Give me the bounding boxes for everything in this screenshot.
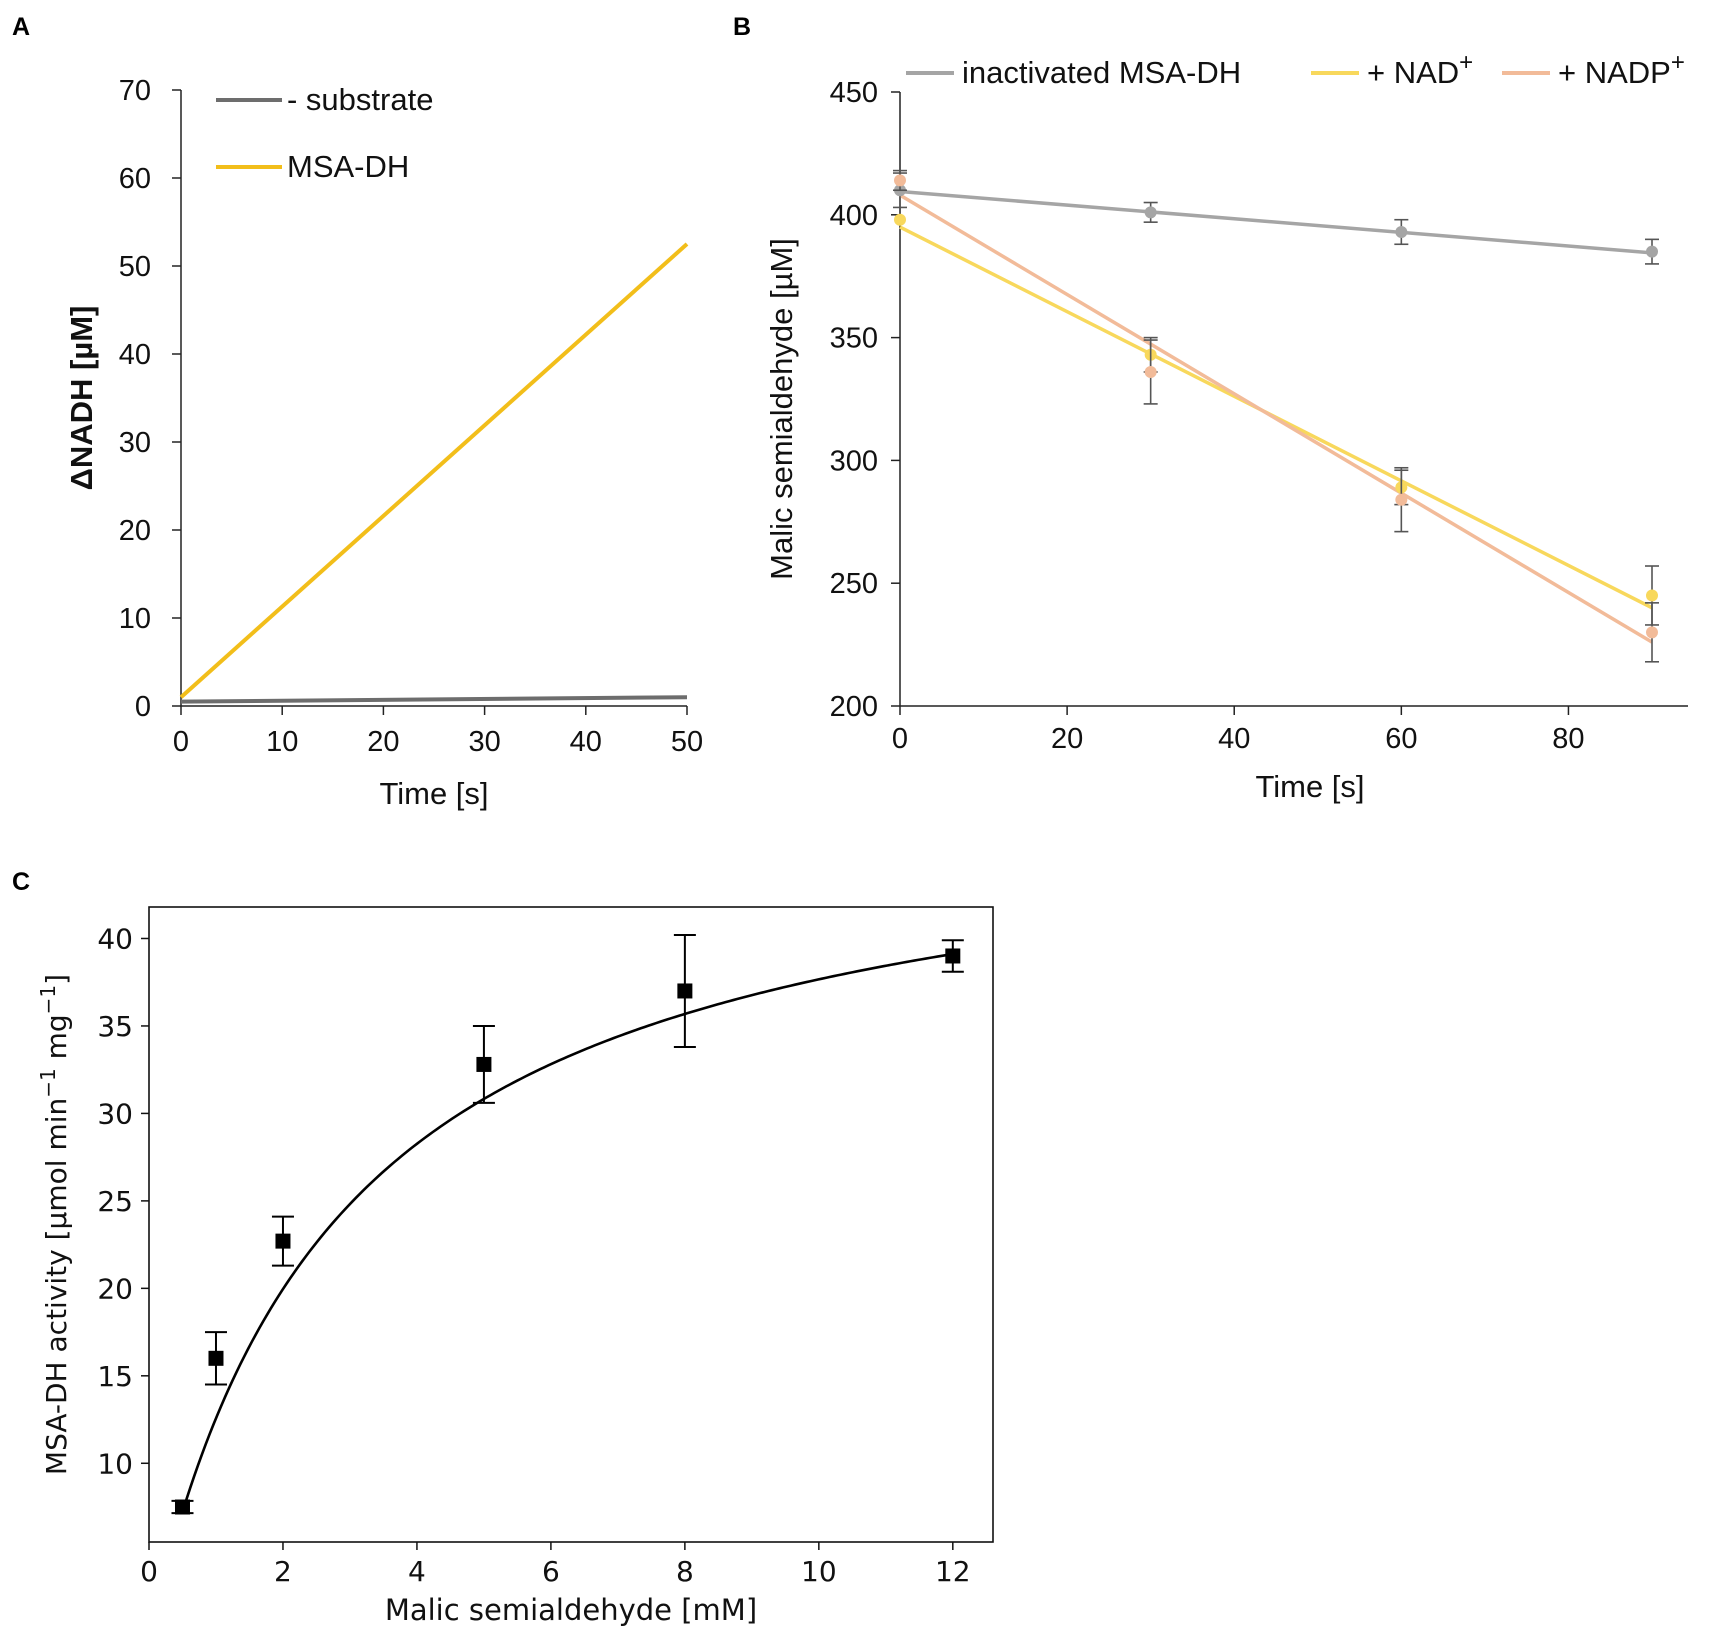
y-tick-label: 200 — [830, 691, 878, 723]
legend-label-inactivated: inactivated MSA-DH — [962, 55, 1241, 90]
y-tick-label: 70 — [119, 75, 151, 107]
y-axis-title-part: mg — [40, 1014, 73, 1068]
y-tick-label: 30 — [119, 427, 151, 459]
x-tick-label: 30 — [468, 726, 500, 758]
y-tick-label: 0 — [135, 691, 151, 723]
y-tick-label: 50 — [119, 251, 151, 283]
x-tick-label: 40 — [1218, 723, 1250, 755]
michaelis-menten-fit-curve — [181, 952, 954, 1513]
x-axis-title: Time [s] — [1255, 769, 1364, 804]
y-tick-label: 400 — [830, 200, 878, 232]
plot-frame — [148, 906, 994, 1543]
panel-label-a: A — [12, 13, 30, 41]
chart-a: 0 10 20 30 40 50 60 70 0 10 20 30 40 50 Time [s] ΔNADH … — [64, 75, 703, 811]
data-point-square — [945, 948, 961, 964]
chart-c: 10 15 20 25 30 35 40 0 2 4 6 8 10 12 Malic semialdehyd… — [36, 906, 994, 1627]
data-point-nad — [1646, 589, 1658, 602]
x-tick-label: 4 — [408, 1555, 426, 1588]
chart-b: 200 250 300 350 400 450 0 20 40 60 80 Time [s] Malic… — [764, 49, 1688, 804]
data-point-square — [476, 1056, 492, 1072]
y-axis-title: MSA-DH activity [µmol min−1 mg−1] — [36, 974, 73, 1475]
y-tick-label: 450 — [830, 77, 878, 109]
panel-label-c: C — [12, 868, 30, 896]
x-tick-label: 10 — [266, 726, 298, 758]
data-point-nad — [894, 213, 906, 226]
data-point-nadp — [1144, 365, 1157, 378]
x-axis-title: Time [s] — [379, 776, 488, 811]
data-point-square — [174, 1499, 190, 1515]
y-tick-label: 60 — [119, 163, 151, 195]
x-tick-label: 0 — [140, 1555, 158, 1588]
legend-label: - substrate — [287, 82, 433, 117]
x-tick-label: 80 — [1552, 723, 1584, 755]
data-point-inactivated — [1395, 225, 1408, 238]
data-point-square — [275, 1233, 291, 1249]
data-point-nadp — [1395, 493, 1408, 506]
y-tick-label: 30 — [97, 1097, 133, 1130]
y-tick-label: 40 — [119, 339, 151, 371]
series-line-msa-dh — [179, 242, 689, 699]
x-tick-label: 10 — [801, 1555, 837, 1588]
y-tick-label: 35 — [97, 1010, 133, 1043]
y-axis-title-part: ] — [40, 974, 73, 985]
data-point-square — [677, 983, 693, 999]
x-tick-label: 20 — [367, 726, 399, 758]
y-tick-label: 10 — [119, 603, 151, 635]
x-tick-label: 2 — [274, 1555, 292, 1588]
legend-superscript: + — [1671, 49, 1685, 76]
y-tick-label: 20 — [97, 1272, 133, 1305]
x-tick-label: 12 — [935, 1555, 971, 1588]
data-point-inactivated — [1646, 245, 1658, 258]
y-axis-title-part: MSA-DH activity [µmol min — [40, 1098, 73, 1475]
fit-line-inactivated — [899, 189, 1653, 255]
x-tick-label: 60 — [1385, 723, 1417, 755]
y-axis-title: Malic semialdehyde [µM] — [764, 238, 799, 580]
y-axis-title-part: −1 — [36, 985, 60, 1014]
y-tick-label: 300 — [830, 445, 878, 477]
y-axis-title-part: −1 — [36, 1068, 60, 1097]
x-axis-title: Malic semialdehyde [mM] — [385, 1593, 757, 1627]
x-tick-label: 50 — [671, 726, 703, 758]
x-tick-label: 6 — [542, 1555, 560, 1588]
y-tick-label: 25 — [97, 1185, 133, 1218]
x-tick-label: 40 — [570, 726, 602, 758]
y-tick-label: 40 — [97, 922, 133, 955]
y-tick-label: 250 — [830, 568, 878, 600]
y-tick-label: 350 — [830, 323, 878, 355]
x-tick-label: 0 — [173, 726, 189, 758]
data-point-inactivated — [1144, 206, 1157, 219]
legend-label-nadp: + NADP+ — [1558, 49, 1685, 90]
x-tick-label: 8 — [676, 1555, 694, 1588]
fit-line-nadp — [899, 193, 1653, 644]
data-point-nadp — [894, 174, 906, 187]
panel-label-b: B — [733, 13, 751, 41]
y-tick-label: 20 — [119, 515, 151, 547]
y-tick-label: 15 — [97, 1360, 133, 1393]
legend-label: MSA-DH — [287, 149, 409, 184]
y-tick-label: 10 — [97, 1447, 133, 1480]
x-tick-label: 20 — [1051, 723, 1083, 755]
series-line-minus-substrate — [180, 695, 688, 704]
data-point-square — [208, 1350, 224, 1366]
y-axis-title: ΔNADH [µM] — [64, 306, 99, 491]
legend-superscript: + — [1459, 49, 1473, 76]
x-tick-label: 0 — [892, 723, 908, 755]
legend-label-nad: + NAD+ — [1367, 49, 1473, 90]
data-point-nadp — [1646, 626, 1658, 639]
